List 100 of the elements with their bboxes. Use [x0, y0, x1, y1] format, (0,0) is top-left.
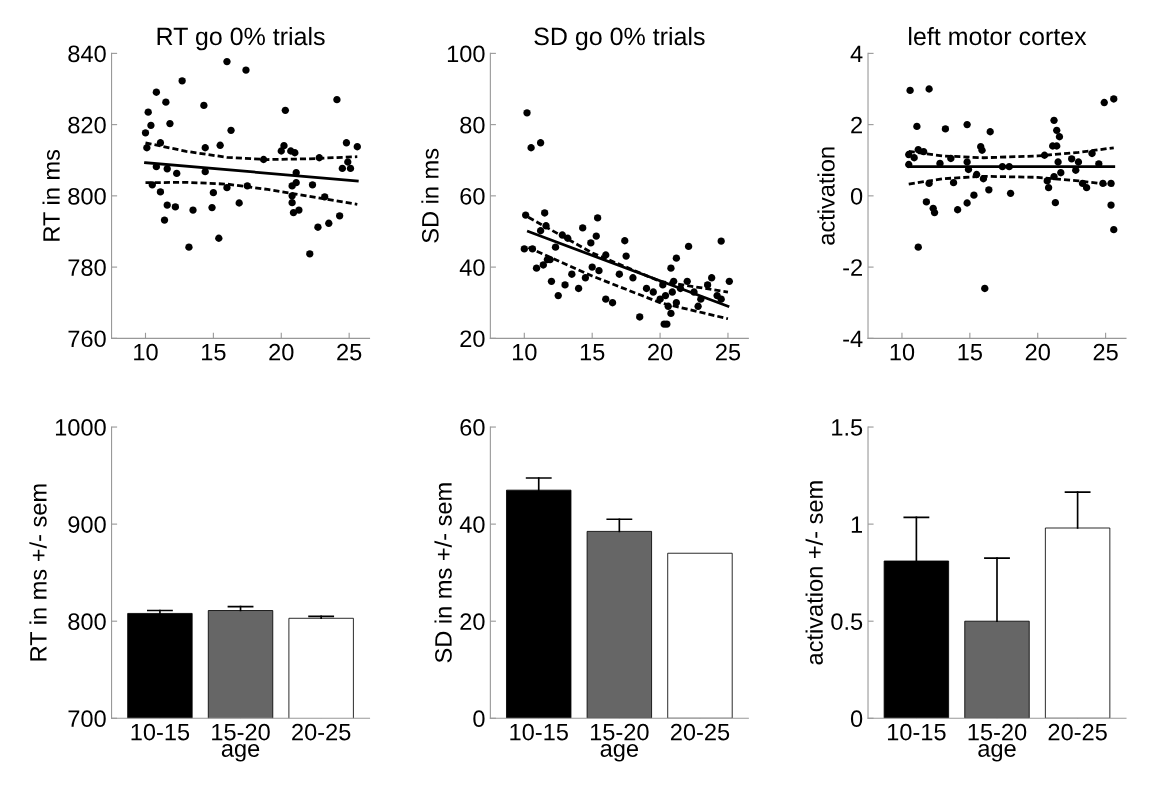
point [295, 206, 303, 214]
point [963, 120, 971, 129]
point [280, 141, 288, 150]
y-tick-label: 2 [851, 116, 862, 134]
x-tick-label: 15 [580, 344, 605, 361]
point [216, 141, 224, 149]
point [972, 170, 981, 179]
point [1050, 116, 1058, 125]
line-series [907, 174, 1116, 187]
point [914, 243, 922, 251]
point [1051, 198, 1060, 207]
point [144, 108, 152, 116]
x-tick-label: 20 [269, 343, 294, 361]
point [160, 216, 169, 224]
x-tick-label: 20-25 [292, 723, 351, 741]
point [1040, 151, 1049, 159]
y-tick-label: 1000 [55, 419, 106, 436]
point [166, 119, 174, 128]
y-tick-label: 40 [459, 259, 485, 276]
x-tick-label: 25 [1093, 343, 1118, 361]
y-tick-label: 60 [460, 187, 485, 205]
point [1110, 95, 1118, 103]
point [338, 164, 347, 173]
point [344, 158, 352, 166]
point [1055, 133, 1064, 141]
bar [667, 552, 733, 719]
point [925, 85, 933, 93]
x-tick-label: 15 [202, 344, 226, 361]
x-axis-title: age [600, 744, 638, 762]
point [156, 188, 165, 196]
point [905, 150, 913, 159]
point [163, 165, 171, 173]
y-tick-label: 0.5 [831, 613, 863, 630]
point [315, 154, 323, 162]
point [1099, 179, 1107, 188]
point [970, 191, 978, 199]
point [143, 144, 151, 152]
point [288, 192, 296, 200]
point [289, 208, 298, 217]
y-tick-label: 1.5 [832, 419, 863, 436]
x-tick-label: 10 [134, 343, 158, 361]
y-tick-label: 80 [460, 116, 485, 134]
point [242, 66, 250, 74]
y-tick-label: 840 [68, 45, 106, 63]
y-axis-title: RT in ms +/- sem [29, 484, 47, 661]
x-tick-label: 10 [512, 343, 537, 361]
point [259, 155, 268, 164]
y-tick-label: -4 [843, 330, 863, 347]
point [1054, 158, 1062, 166]
point [1005, 162, 1013, 171]
point [215, 234, 223, 242]
y-axis-title: activation [817, 147, 835, 245]
point [963, 158, 971, 166]
point [1107, 179, 1115, 188]
point [152, 88, 161, 96]
point [1053, 126, 1061, 134]
point [910, 154, 918, 162]
point [185, 243, 193, 251]
point [235, 199, 243, 207]
point [949, 179, 958, 187]
point [178, 77, 186, 85]
point [223, 183, 231, 192]
x-tick-label: 15-20 [590, 723, 649, 741]
point [1074, 158, 1083, 166]
point [1057, 169, 1065, 177]
y-tick-label: 780 [68, 259, 106, 276]
x-tick-label: 10-15 [510, 723, 568, 741]
point [947, 154, 955, 163]
point [281, 106, 290, 115]
x-tick-label: 15-20 [968, 723, 1027, 741]
point [208, 203, 216, 212]
y-tick-label: 100 [447, 45, 485, 63]
y-tick-label: 1 [851, 516, 862, 533]
point [964, 165, 973, 174]
point [1107, 201, 1115, 209]
point [325, 219, 333, 227]
x-axis-title: age [978, 744, 1016, 762]
y-tick-label: 900 [68, 516, 106, 533]
y-axis-title: RT in ms [42, 149, 60, 241]
point [148, 181, 156, 189]
point [201, 144, 209, 152]
chart-title: RT go 0% trials [157, 26, 325, 51]
chart-title: SD go 0% trials [534, 26, 705, 51]
x-tick-label: 25 [716, 343, 741, 361]
point [979, 175, 988, 183]
point [963, 199, 971, 207]
x-tick-label: 15-20 [212, 723, 270, 741]
point [925, 179, 933, 188]
y-axis-title: activation +/- sem [805, 481, 823, 665]
y-tick-label: 800 [68, 187, 106, 205]
y-tick-label: 0 [473, 710, 485, 728]
point [292, 179, 300, 187]
point [930, 208, 939, 217]
point [1006, 189, 1015, 198]
x-tick-label: 20 [648, 343, 673, 361]
x-tick-label: 10-15 [131, 723, 190, 741]
y-tick-label: 760 [68, 330, 106, 348]
x-axis-title: age [221, 744, 260, 762]
point [1078, 179, 1087, 188]
x-tick-label: 10-15 [887, 723, 946, 741]
